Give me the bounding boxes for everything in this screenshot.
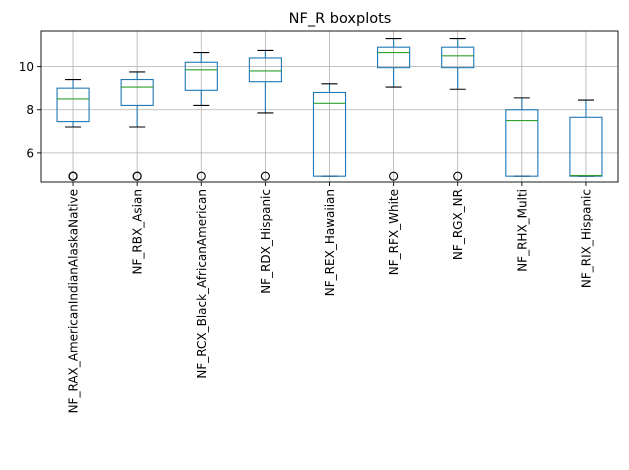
x-tick-label: NF_RDX_Hispanic (259, 189, 273, 294)
y-axis-ticks: 6 8 10 (19, 60, 41, 160)
x-tick-label: NF_RIX_Hispanic (579, 189, 593, 288)
outlier-point (389, 171, 399, 181)
x-tick-label: NF_RHX_Multi (515, 189, 529, 272)
iqr-box (56, 87, 90, 123)
iqr-box (441, 46, 475, 69)
box-NF_RGX_NR (441, 37, 475, 181)
x-axis-ticks: NF_RAX_AmericanIndianAlaskaNative NF_RBX_… (67, 182, 593, 413)
outlier-point (68, 171, 78, 181)
box-NF_RAX_AmericanIndianAlaskaNative (56, 78, 90, 181)
iqr-box (569, 116, 603, 177)
iqr-box (184, 61, 218, 91)
outlier-point (196, 171, 206, 181)
x-tick-label: NF_RFX_White (387, 189, 401, 275)
box-NF_RFX_White (377, 37, 411, 181)
iqr-box (312, 91, 347, 177)
outlier-point (260, 171, 270, 181)
y-tick-label: 8 (26, 103, 34, 117)
box-NF_RIX_Hispanic (569, 99, 603, 177)
x-tick-label: NF_REX_Hawaiian (323, 189, 337, 296)
chart-title: NF_R boxplots (289, 11, 392, 27)
box-NF_RDX_Hispanic (248, 49, 282, 181)
y-tick-label: 10 (19, 60, 34, 74)
x-tick-label: NF_RBX_Asian (131, 189, 145, 274)
box-NF_RCX_Black_AfricanAmerican (184, 52, 218, 181)
x-tick-label: NF_RAX_AmericanIndianAlaskaNative (67, 189, 81, 413)
iqr-box (248, 57, 282, 83)
box-layer (56, 37, 603, 181)
box-NF_RHX_Multi (505, 97, 539, 177)
iqr-box (120, 78, 154, 106)
box-NF_RBX_Asian (120, 71, 154, 181)
x-tick-label: NF_RCX_Black_AfricanAmerican (195, 189, 209, 379)
outlier-point (453, 171, 463, 181)
x-tick-label: NF_RGX_NR (451, 189, 465, 260)
y-tick-label: 6 (26, 146, 34, 160)
iqr-box (377, 46, 411, 69)
grid-layer (41, 31, 618, 182)
box-NF_REX_Hawaiian (312, 83, 347, 177)
iqr-box (505, 109, 539, 177)
outlier-point (132, 171, 142, 181)
